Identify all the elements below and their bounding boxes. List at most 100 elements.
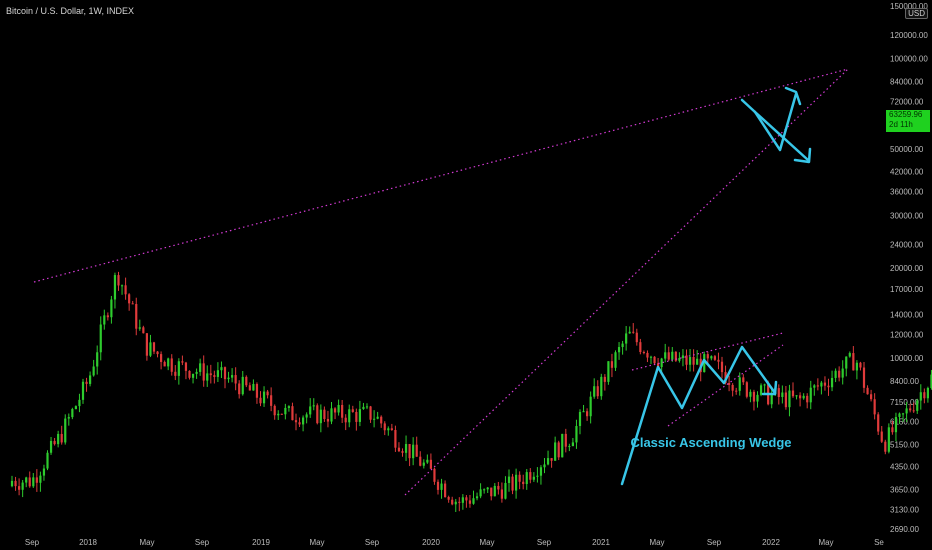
candle-body <box>344 417 347 423</box>
candle-body <box>10 480 14 487</box>
candle-body <box>177 361 180 376</box>
x-tick-label: 2021 <box>592 538 610 547</box>
candle-body <box>454 501 457 505</box>
candle-body <box>85 381 88 384</box>
x-tick-label: May <box>309 538 324 547</box>
candle-body <box>149 342 152 356</box>
candle-body <box>930 374 932 389</box>
candle-body <box>649 356 653 358</box>
candle-body <box>738 377 741 391</box>
candle-body <box>784 392 787 408</box>
currency-button[interactable]: USD <box>905 8 928 19</box>
candle-body <box>284 407 287 415</box>
candle-body <box>610 361 614 368</box>
candle-body <box>106 315 109 318</box>
candle-body <box>145 333 148 356</box>
candle-body <box>323 409 326 419</box>
candle-body <box>81 381 85 400</box>
candle-body <box>515 474 518 491</box>
candle-body <box>916 400 919 411</box>
y-tick-label: 100000.00 <box>890 55 928 64</box>
candle-body <box>923 392 926 399</box>
candle-body <box>216 370 219 377</box>
candle-body <box>834 370 837 378</box>
candle-body <box>35 477 38 483</box>
x-tick-label: May <box>818 538 833 547</box>
lower-trendline <box>404 68 849 496</box>
y-tick-label: 6150.00 <box>890 417 919 426</box>
candle-body <box>387 428 390 431</box>
y-tick-label: 50000.00 <box>890 145 924 154</box>
candle-body <box>827 385 830 388</box>
bullish-arrowhead <box>784 86 802 106</box>
y-tick-label: 7150.00 <box>890 398 919 407</box>
candle-body <box>582 411 585 413</box>
candle-body <box>404 443 408 453</box>
candle-body <box>884 441 887 452</box>
candle-body <box>866 387 869 395</box>
candle-body <box>380 416 383 424</box>
candle-body <box>887 427 890 452</box>
candle-body <box>692 356 695 365</box>
candle-body <box>245 376 248 386</box>
candle-body <box>46 452 49 469</box>
candle-body <box>128 294 131 304</box>
candle-body <box>458 501 461 503</box>
candle-body <box>302 417 305 425</box>
candle-body <box>135 304 138 329</box>
candle-body <box>806 395 809 403</box>
candle-body <box>433 468 436 482</box>
candle-body <box>32 477 35 487</box>
candle-body <box>422 462 425 466</box>
candle-body <box>919 392 922 401</box>
wedge-upper-line <box>631 332 784 371</box>
chart-title: Bitcoin / U.S. Dollar, 1W, INDEX <box>6 6 135 16</box>
candle-body <box>110 299 113 318</box>
candle-body <box>838 370 841 378</box>
candle-body <box>504 482 507 499</box>
candle-body <box>674 351 677 361</box>
candle-body <box>277 413 280 416</box>
x-tick-label: May <box>479 538 494 547</box>
candle-body <box>791 390 795 397</box>
candle-body <box>124 285 127 295</box>
candle-body <box>53 440 56 445</box>
candle-body <box>593 386 596 397</box>
candle-body <box>337 404 340 413</box>
candle-body <box>926 388 929 399</box>
candle-body <box>891 427 894 433</box>
y-tick-label: 5150.00 <box>890 441 919 450</box>
candle-body <box>614 352 617 368</box>
candle-body <box>397 447 401 452</box>
candle-body <box>383 423 386 431</box>
candle-body <box>71 409 74 418</box>
candle-body <box>351 409 354 412</box>
candle-body <box>607 361 610 382</box>
y-tick-label: 120000.00 <box>890 31 928 40</box>
candle-body <box>291 406 294 421</box>
candle-body <box>21 482 24 490</box>
candle-body <box>451 499 454 505</box>
candle-body <box>589 396 592 417</box>
candle-body <box>330 408 333 422</box>
candle-body <box>96 352 99 367</box>
candle-body <box>493 485 496 497</box>
candle-body <box>543 464 546 468</box>
candle-body <box>223 367 227 380</box>
candle-body <box>862 367 866 388</box>
candle-body <box>131 303 134 305</box>
candle-body <box>539 467 543 476</box>
bearish-arrowhead <box>793 147 812 164</box>
candle-body <box>191 373 195 378</box>
candle-body <box>877 414 880 432</box>
candle-body <box>603 376 606 382</box>
candle-body <box>653 356 656 364</box>
candle-body <box>799 395 802 399</box>
candle-body <box>507 476 511 483</box>
candle-body <box>426 459 429 463</box>
candle-body <box>550 458 553 461</box>
candle-body <box>770 394 773 405</box>
candle-body <box>781 392 784 398</box>
candle-body <box>262 391 266 404</box>
